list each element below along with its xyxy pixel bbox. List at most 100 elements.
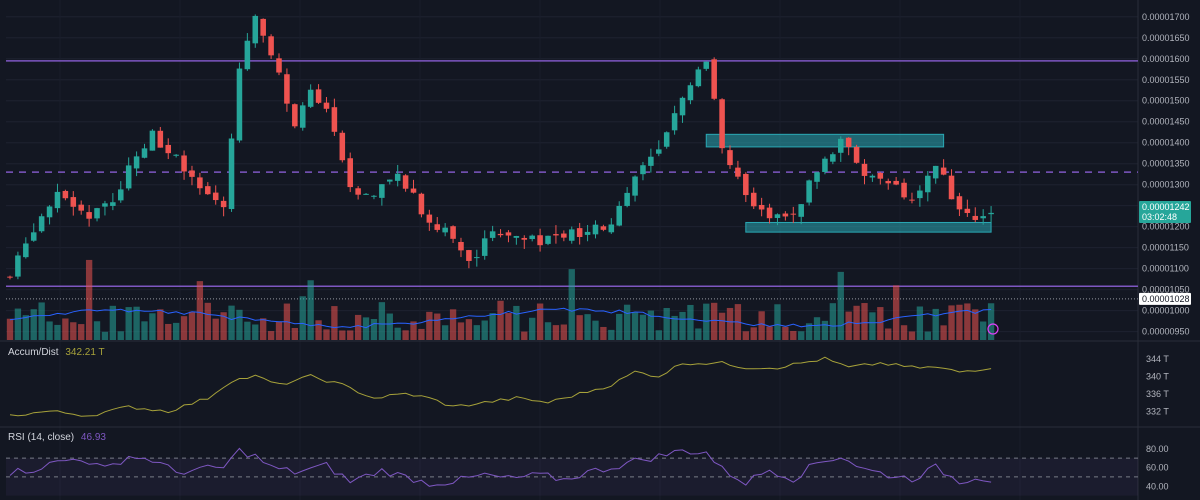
candle-body: [299, 105, 306, 128]
volume-bar: [386, 313, 393, 340]
volume-bar: [141, 321, 148, 340]
volume-bar: [711, 302, 718, 340]
candle-body: [648, 156, 654, 166]
candle-body: [861, 163, 868, 176]
candle-body: [853, 146, 860, 163]
volume-bar: [402, 330, 409, 340]
candle-body: [355, 188, 361, 195]
candle-body: [901, 182, 907, 198]
volume-bar: [473, 325, 480, 340]
zone-rectangle: [705, 133, 945, 148]
price-tick-label: 0.00001300: [1142, 180, 1190, 190]
volume-bar: [726, 307, 734, 340]
candle-body: [553, 234, 559, 236]
volume-bar: [331, 306, 338, 340]
candle-body: [608, 224, 615, 233]
candle-body: [671, 113, 678, 131]
volume-bar: [370, 319, 378, 340]
volume-bar: [291, 327, 298, 340]
candle-body: [466, 250, 472, 261]
candle-body: [86, 212, 92, 219]
volume-bar: [441, 325, 449, 340]
candle-body: [228, 138, 235, 210]
volume-bar: [434, 313, 441, 340]
volume-bar: [521, 331, 528, 340]
candle-body: [189, 170, 195, 177]
price-tick-label: 0.00001700: [1142, 12, 1190, 22]
volume-bar: [972, 309, 979, 340]
volume-bar: [877, 307, 884, 340]
candle-body: [727, 150, 733, 166]
volume-bar: [790, 330, 797, 340]
volume-bar: [639, 314, 647, 340]
volume-bar: [236, 309, 243, 340]
candle-body: [410, 188, 417, 193]
rsi-title: RSI (14, close) 46.93: [8, 432, 106, 443]
volume-bar: [869, 312, 876, 340]
volume-bar: [916, 306, 924, 340]
candle-body: [173, 154, 179, 156]
candle-body: [15, 255, 21, 277]
volume-bar: [671, 315, 678, 340]
candle-body: [70, 197, 77, 207]
candle-body: [62, 190, 69, 199]
volume-bar: [980, 321, 987, 340]
candle-body: [442, 227, 448, 233]
candle-body: [363, 193, 369, 195]
candle-body: [869, 175, 876, 178]
candle-body: [798, 204, 804, 217]
current-price-value: 0.00001242: [1142, 202, 1190, 212]
candle-body: [830, 154, 836, 162]
candle-body: [474, 257, 480, 259]
candle-body: [379, 184, 385, 198]
rsi-tick-label: 80.00: [1146, 444, 1169, 454]
volume-bar: [315, 320, 322, 340]
volume-bar: [449, 309, 457, 340]
candle-body: [513, 235, 520, 238]
candle-body: [268, 36, 274, 56]
price-tick-label: 0.00001200: [1142, 222, 1190, 232]
volume-bar: [228, 305, 235, 340]
candle-body: [426, 214, 433, 223]
volume-bar: [956, 304, 963, 340]
candle-body: [212, 192, 219, 201]
volume-bar: [172, 322, 180, 340]
candle-body: [505, 232, 512, 236]
candle-body: [141, 148, 148, 158]
volume-bar: [54, 324, 61, 340]
candle-body: [117, 189, 124, 201]
volume-bar: [109, 305, 117, 340]
candle-body: [94, 208, 100, 219]
rsi-line: [9, 447, 992, 487]
candle-body: [917, 190, 923, 199]
volume-bar: [323, 329, 330, 340]
volume-bar: [655, 330, 662, 340]
accum-tick-label: 332 T: [1146, 406, 1169, 416]
volume-bar: [125, 307, 132, 340]
candle-body: [54, 191, 61, 209]
candle-body: [394, 173, 401, 181]
volume-bar: [536, 303, 544, 340]
volume-bar: [766, 326, 773, 340]
volume-bar: [924, 331, 931, 340]
candle-body: [323, 102, 330, 109]
candle-body: [284, 74, 290, 104]
volume-bar: [70, 322, 77, 340]
candle-body: [561, 233, 567, 238]
candle-body: [735, 167, 741, 177]
candle-body: [719, 99, 725, 149]
candle-body: [331, 107, 338, 132]
volume-bar: [885, 328, 892, 340]
price-tick-label: 0.00001650: [1142, 33, 1190, 43]
price-tick-label: 0.00001350: [1142, 159, 1190, 169]
volume-bar: [347, 330, 354, 340]
volume-bar: [78, 324, 85, 340]
volume-bar: [157, 309, 164, 340]
volume-bar: [679, 311, 686, 340]
volume-bar: [552, 325, 560, 340]
candle-body: [197, 177, 203, 189]
volume-bar: [6, 318, 14, 340]
candle-body: [157, 130, 164, 148]
price-tick-label: 0.00001050: [1142, 285, 1190, 295]
